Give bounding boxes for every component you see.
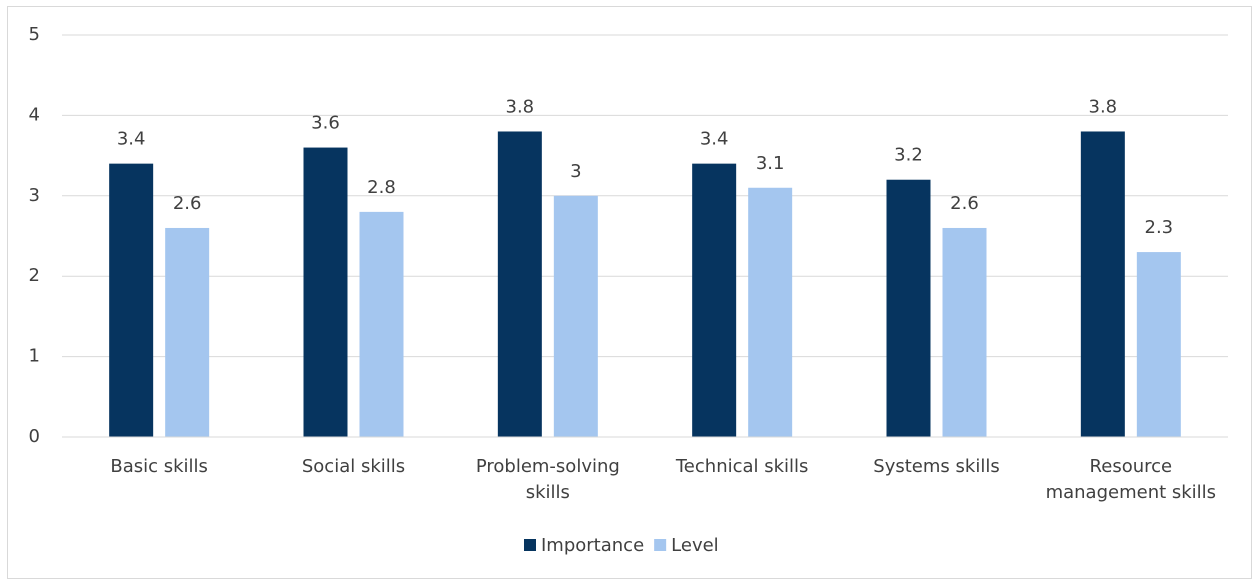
value-label: 3.4: [700, 129, 729, 150]
value-label: 2.3: [1145, 217, 1174, 238]
bar: [303, 147, 348, 437]
bar: [1136, 252, 1181, 437]
bar: [748, 187, 793, 437]
x-tick-label: Systems skills: [873, 456, 999, 477]
value-label: 3.8: [506, 96, 535, 117]
value-label: 3.8: [1089, 96, 1118, 117]
bar: [692, 163, 737, 437]
value-label: 2.8: [367, 177, 396, 198]
legend-swatch: [654, 539, 667, 551]
value-label: 3.1: [756, 153, 785, 174]
x-tick-label: Technical skills: [675, 456, 809, 477]
value-label: 3: [570, 161, 581, 182]
x-tick-label: Basic skills: [110, 456, 208, 477]
value-label: 3.4: [117, 129, 146, 150]
legend-label: Importance: [541, 535, 644, 556]
bar: [553, 195, 598, 437]
x-tick-label: Social skills: [302, 456, 405, 477]
bar: [497, 131, 542, 438]
x-tick-label: Problem-solving skills: [476, 456, 620, 503]
y-tick-label: 1: [29, 346, 40, 367]
x-tick-label: Resource management skills: [1046, 456, 1216, 503]
bar: [359, 211, 404, 437]
bar: [1080, 131, 1125, 438]
value-label: 3.6: [311, 113, 340, 134]
legend-label: Level: [671, 535, 719, 556]
bar: [165, 227, 210, 437]
y-tick-label: 4: [29, 104, 40, 125]
value-label: 3.2: [894, 145, 923, 166]
legend-swatch: [524, 539, 536, 551]
y-tick-label: 3: [29, 185, 40, 206]
chart-border: [7, 6, 1252, 579]
bar: [109, 163, 154, 437]
bar: [886, 179, 931, 437]
value-label: 2.6: [173, 193, 202, 214]
bar: [942, 227, 987, 437]
y-tick-label: 5: [29, 24, 40, 45]
value-label: 2.6: [950, 193, 979, 214]
y-tick-label: 2: [29, 265, 40, 286]
y-tick-label: 0: [29, 426, 40, 447]
